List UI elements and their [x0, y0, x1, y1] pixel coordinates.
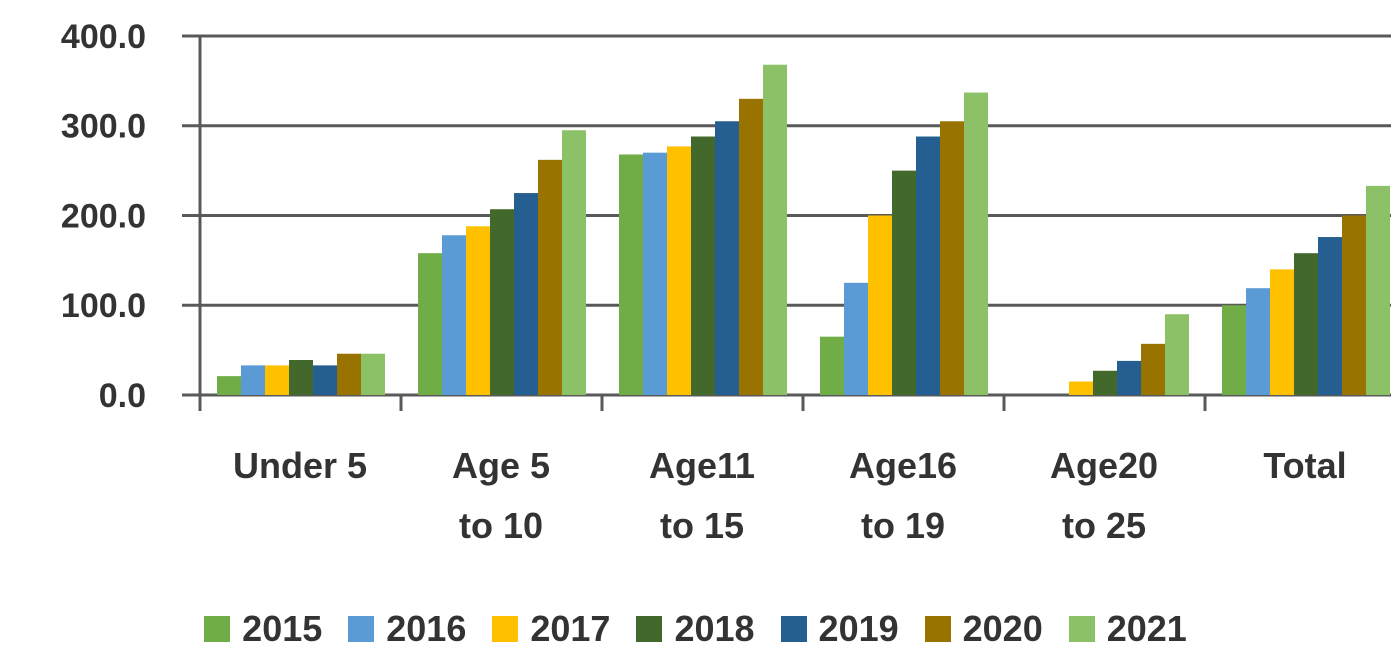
x-tick-label: Age 5 to 10: [451, 445, 551, 546]
bar: [1270, 269, 1294, 395]
legend-label: 2016: [386, 608, 467, 649]
bar: [739, 98, 763, 395]
bar: [538, 159, 562, 395]
legend-item: 2016: [348, 608, 466, 650]
bar: [562, 130, 586, 396]
bar: [940, 121, 964, 395]
legend: 2015 2016 2017 2018 2019 2020 2021: [0, 608, 1391, 650]
bar: [1246, 288, 1270, 395]
bar: [916, 136, 940, 395]
bar: [1318, 237, 1342, 395]
legend-item: 2019: [780, 608, 899, 650]
bar: [643, 152, 667, 395]
bar: [1366, 185, 1390, 395]
legend-swatch: [780, 616, 807, 642]
bar: [1069, 381, 1093, 395]
legend-swatch: [204, 616, 231, 642]
legend-item: 2018: [636, 608, 755, 650]
bar: [289, 359, 313, 395]
x-tick-label: Under 5: [232, 445, 368, 486]
legend-label: 2017: [530, 608, 611, 649]
y-tick-label: 0.0: [99, 377, 146, 415]
bar: [490, 209, 514, 395]
bar: [1141, 343, 1165, 395]
bar: [1294, 253, 1318, 395]
bar: [1093, 370, 1117, 395]
legend-swatch: [636, 616, 663, 642]
bar: [1165, 314, 1189, 395]
bar: [337, 353, 361, 395]
bar: [844, 282, 868, 395]
bar: [868, 215, 892, 395]
bar: [1222, 305, 1246, 395]
legend-label: 2015: [242, 608, 323, 649]
bar: [466, 226, 490, 395]
bar: [892, 170, 916, 395]
bar: [619, 154, 643, 395]
legend-item: 2020: [924, 608, 1043, 650]
bar: [361, 353, 385, 395]
legend-swatch: [348, 616, 375, 642]
bar: [691, 136, 715, 395]
legend-item: 2015: [204, 608, 322, 650]
bar: [442, 235, 466, 395]
legend-label: 2019: [818, 608, 899, 649]
bar: [418, 253, 442, 395]
legend-swatch: [1068, 616, 1095, 642]
x-tick-label: Age20 to 25: [1049, 445, 1159, 546]
legend-label: 2020: [962, 608, 1043, 649]
y-tick-label: 400.0: [61, 18, 146, 56]
bar: [514, 193, 538, 395]
x-tick-label: Total: [1263, 445, 1347, 486]
legend-item: 2017: [492, 608, 610, 650]
bar: [964, 92, 988, 395]
legend-swatch: [492, 616, 519, 642]
legend-label: 2021: [1106, 608, 1187, 649]
y-tick-label: 100.0: [61, 287, 146, 325]
bar: [1342, 215, 1366, 395]
bar: [1117, 360, 1141, 395]
y-tick-label: 200.0: [61, 197, 146, 235]
bar: [313, 365, 337, 395]
legend-label: 2018: [674, 608, 755, 649]
legend-swatch: [924, 616, 951, 642]
y-tick-label: 300.0: [61, 108, 146, 146]
legend-item: 2021: [1068, 608, 1187, 650]
bar: [265, 365, 289, 395]
bar: [241, 365, 265, 395]
bar: [667, 146, 691, 395]
bar: [820, 336, 844, 395]
bar: [763, 64, 787, 395]
bar: [217, 376, 241, 395]
x-tick-label: Age11 to 15: [648, 445, 756, 546]
bar: [715, 121, 739, 395]
x-tick-label: Age16 to 19: [848, 445, 958, 546]
